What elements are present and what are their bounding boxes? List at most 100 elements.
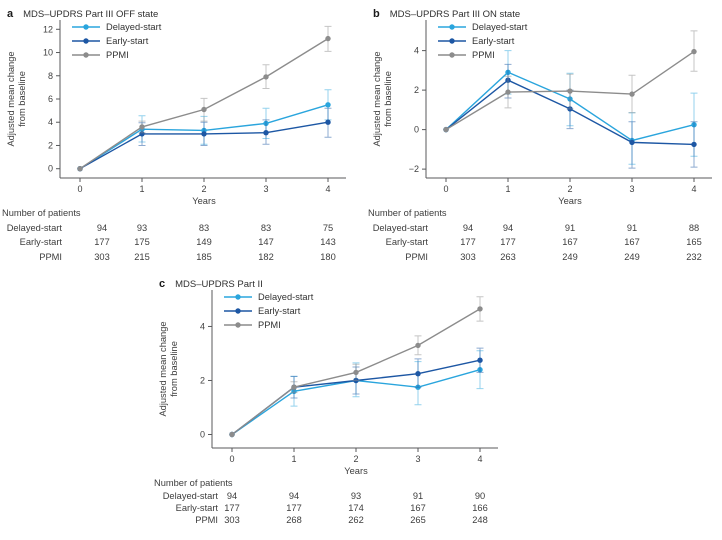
table-cell: 83	[198, 223, 210, 233]
panel-b-label: b	[373, 8, 380, 20]
data-point	[263, 130, 269, 136]
table-row-label: PPMI	[39, 252, 62, 262]
y-tick-label: 2	[414, 85, 419, 95]
legend-dot-marker	[449, 52, 455, 58]
y-axis-title: Adjusted mean changefrom baseline	[158, 321, 179, 416]
panel-a-label: a	[7, 8, 14, 20]
table-cell: 248	[472, 515, 488, 525]
data-point	[325, 102, 331, 108]
table-cell: 232	[686, 252, 702, 262]
legend-label: Delayed-start	[258, 292, 314, 302]
data-point	[629, 91, 635, 97]
chart-a: 0 2 4 6 8 10 12 0 1 2 3 4 Years Adjusted mean changef…	[0, 18, 356, 208]
x-axis-title: Years	[558, 196, 582, 206]
panel-a: a MDS–UPDRS Part III OFF state 0 2 4 6 8 10 12 0…	[0, 4, 356, 270]
table-cell: 182	[258, 252, 274, 262]
table-cell: 94	[502, 223, 514, 233]
panel-a-header: a MDS–UPDRS Part III OFF state	[0, 4, 356, 20]
legend-label: PPMI	[472, 50, 495, 60]
patients-table-a: Number of patients Delayed-start 94 93 83 83 7…	[0, 208, 356, 270]
data-point	[691, 48, 697, 55]
table-cell: 94	[96, 223, 108, 233]
x-tick-label: 4	[691, 184, 696, 194]
data-point	[353, 369, 359, 376]
data-point	[415, 371, 421, 377]
legend-dot-marker	[83, 52, 89, 58]
data-point	[139, 124, 145, 130]
panel-a-title: MDS–UPDRS Part III OFF state	[23, 9, 159, 20]
table-cell: 91	[564, 223, 576, 233]
table-cell: 90	[474, 491, 486, 501]
y-tick-label: 12	[43, 24, 53, 34]
table-row-label: Early-start	[385, 237, 428, 247]
table-cell: 94	[288, 491, 300, 501]
legend-label: Early-start	[106, 36, 149, 46]
table-row-label: Delayed-start	[6, 223, 62, 233]
data-point	[415, 342, 421, 349]
y-tick-label: 0	[48, 164, 53, 174]
legend-label: Early-start	[258, 306, 301, 316]
table-title: Number of patients	[154, 478, 233, 488]
x-tick-label: 2	[353, 454, 358, 464]
chart-c: 0 2 4 0 1 2 3 4 Years Adjusted mean changefrom ba…	[152, 288, 508, 478]
y-tick-label: −2	[409, 164, 419, 174]
axes	[425, 20, 712, 179]
table-cell: 265	[410, 515, 426, 525]
y-tick-label: 4	[414, 46, 419, 56]
x-tick-label: 3	[263, 184, 268, 194]
data-point	[325, 119, 331, 125]
table-row-label: Early-start	[19, 237, 62, 247]
x-tick-label: 0	[77, 184, 82, 194]
y-tick-label: 4	[48, 117, 53, 127]
x-axis-title: Years	[192, 196, 216, 206]
table-title: Number of patients	[2, 208, 81, 218]
table-cell: 177	[460, 237, 476, 247]
data-point	[505, 89, 511, 95]
x-tick-label: 1	[505, 184, 510, 194]
series-early-start	[77, 107, 332, 172]
legend-dot-marker	[83, 38, 89, 44]
table-cell: 263	[500, 252, 516, 262]
x-tick-label: 3	[629, 184, 634, 194]
data-point	[201, 106, 207, 113]
data-point	[77, 166, 83, 172]
legend-label: Delayed-start	[472, 22, 528, 32]
legend-label: PPMI	[106, 50, 129, 60]
legend-dot-marker	[449, 24, 455, 30]
panel-b: b MDS–UPDRS Part III ON state −2 0 2 4 0 1 2 3 4 Y…	[366, 4, 722, 270]
table-cell: 174	[348, 503, 364, 513]
y-tick-label: 2	[200, 375, 205, 385]
series-ppmi	[443, 30, 698, 133]
data-point	[325, 35, 331, 42]
table-cell: 91	[412, 491, 424, 501]
patients-table-c: Number of patients Delayed-start 94 94 93 91 9…	[152, 478, 508, 540]
table-row-label: Early-start	[175, 503, 218, 513]
legend-label: Delayed-start	[106, 22, 162, 32]
patients-table-b: Number of patients Delayed-start 94 94 91 91 8…	[366, 208, 722, 270]
y-tick-label: 0	[414, 125, 419, 135]
x-tick-label: 0	[229, 454, 234, 464]
x-tick-label: 2	[201, 184, 206, 194]
data-point	[629, 139, 635, 146]
table-cell: 75	[322, 223, 334, 233]
table-cell: 91	[626, 223, 638, 233]
table-cell: 165	[686, 237, 702, 247]
error-bars	[504, 50, 698, 165]
legend: Delayed-start Early-start PPMI	[438, 22, 528, 60]
error-bars	[138, 25, 332, 134]
legend-dot-marker	[235, 294, 241, 300]
table-cell: 149	[196, 237, 212, 247]
x-tick-label: 2	[567, 184, 572, 194]
table-row-label: Delayed-start	[162, 491, 218, 501]
panel-b-header: b MDS–UPDRS Part III ON state	[366, 4, 722, 20]
panel-c-title: MDS–UPDRS Part II	[175, 279, 263, 290]
y-tick-label: 2	[48, 140, 53, 150]
table-row-label: Delayed-start	[372, 223, 428, 233]
chart-b: −2 0 2 4 0 1 2 3 4 Years Adjusted mean changefrom …	[366, 18, 722, 208]
table-cell: 177	[224, 503, 240, 513]
data-point	[263, 74, 269, 80]
y-tick-label: 10	[43, 48, 53, 58]
x-tick-label: 0	[443, 184, 448, 194]
table-cell: 185	[196, 252, 212, 262]
y-axis-title: Adjusted mean changefrom baseline	[372, 51, 393, 146]
